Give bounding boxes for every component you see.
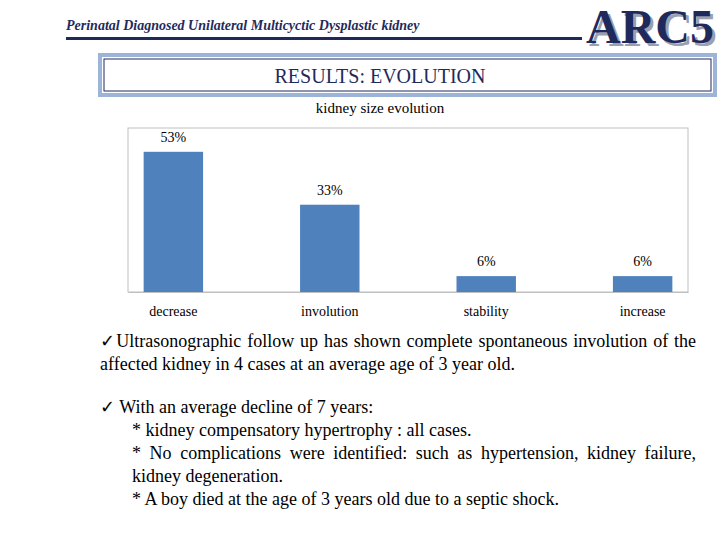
x-tick-label: increase — [620, 304, 666, 319]
header-rule — [66, 37, 582, 40]
chart-title: kidney size evolution — [316, 100, 445, 116]
bar — [300, 205, 359, 292]
x-tick: increase — [620, 304, 666, 319]
x-axis: decrease involution stability increase — [129, 293, 689, 319]
data-label: 33% — [317, 183, 343, 198]
section-box — [100, 55, 715, 95]
bars — [144, 152, 673, 292]
sub-bullet: * kidney compensatory hypertrophy : all … — [100, 419, 696, 442]
x-tick: involution — [301, 304, 359, 319]
bullet-group: ✓ With an average decline of 7 years:* k… — [100, 396, 696, 511]
data-label: 6% — [477, 254, 496, 269]
section-box-inner — [104, 59, 711, 91]
bullet: ✓Ultrasonographic follow up has shown co… — [100, 330, 696, 376]
x-tick: decrease — [149, 304, 197, 319]
sub-bullet: * No complications were identified: such… — [100, 442, 696, 488]
bar — [456, 276, 515, 292]
header-title: Perinatal Diagnosed Unilateral Multicyct… — [66, 18, 420, 33]
data-label: 6% — [633, 254, 652, 269]
bullet: ✓ With an average decline of 7 years: — [100, 396, 696, 419]
bar — [613, 276, 672, 292]
x-tick-label: stability — [464, 304, 509, 319]
x-tick-label: involution — [301, 304, 359, 319]
data-label: 53% — [161, 130, 187, 145]
slide: Perinatal Diagnosed Unilateral Multicyct… — [0, 0, 720, 540]
bar — [144, 152, 203, 292]
sub-bullet: * A boy died at the age of 3 years old d… — [100, 488, 696, 511]
section-title: RESULTS: EVOLUTION — [275, 65, 486, 87]
data-labels: 53% 33% 6% 6% — [161, 130, 653, 269]
logo: ARC5 — [586, 0, 714, 53]
x-tick-label: decrease — [149, 304, 197, 319]
x-tick: stability — [464, 304, 509, 319]
x-axis-line — [129, 292, 689, 293]
plot-frame — [128, 128, 688, 292]
